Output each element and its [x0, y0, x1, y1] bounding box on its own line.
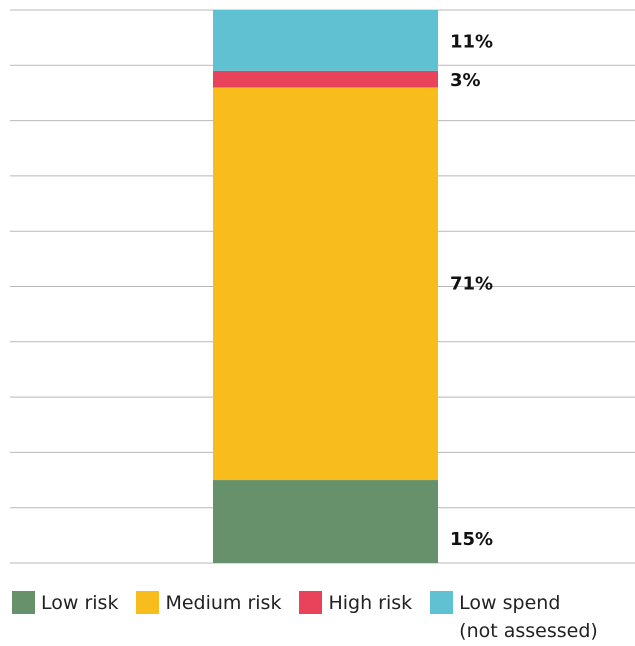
- legend-swatch: [12, 591, 35, 614]
- legend-item: Low risk: [12, 591, 118, 617]
- legend-swatch: [136, 591, 160, 614]
- data-label: 11%: [450, 31, 493, 52]
- data-labels: 15% 71% 3% 11%: [450, 31, 493, 549]
- legend-swatch: [430, 591, 454, 614]
- data-label: 15%: [450, 529, 493, 550]
- bar-segment-low-risk: [213, 480, 438, 563]
- legend-label: High risk: [328, 592, 413, 614]
- legend-swatch: [299, 591, 323, 614]
- data-label: 71%: [450, 274, 493, 295]
- legend-item: Low spend (not assessed): [430, 591, 609, 645]
- legend-label: Low spend (not assessed): [459, 592, 598, 642]
- legend-item: Medium risk: [136, 591, 281, 617]
- bar-segment-low-spend: [213, 10, 438, 71]
- bar-segment-high-risk: [213, 70, 438, 88]
- bar-segment-medium-risk: [213, 87, 438, 481]
- legend-label: Low risk: [41, 592, 119, 614]
- stacked-bar-chart: 15% 71% 3% 11%: [10, 9, 635, 564]
- legend-label: Medium risk: [165, 592, 282, 614]
- legend-item: High risk: [299, 591, 412, 617]
- legend: Low risk Medium risk High risk Low spend (n…: [12, 591, 627, 645]
- stacked-bar: [213, 10, 438, 563]
- data-label: 3%: [450, 70, 481, 91]
